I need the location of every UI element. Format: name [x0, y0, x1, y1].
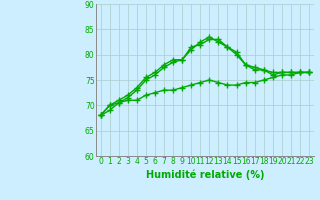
X-axis label: Humidité relative (%): Humidité relative (%): [146, 169, 264, 180]
